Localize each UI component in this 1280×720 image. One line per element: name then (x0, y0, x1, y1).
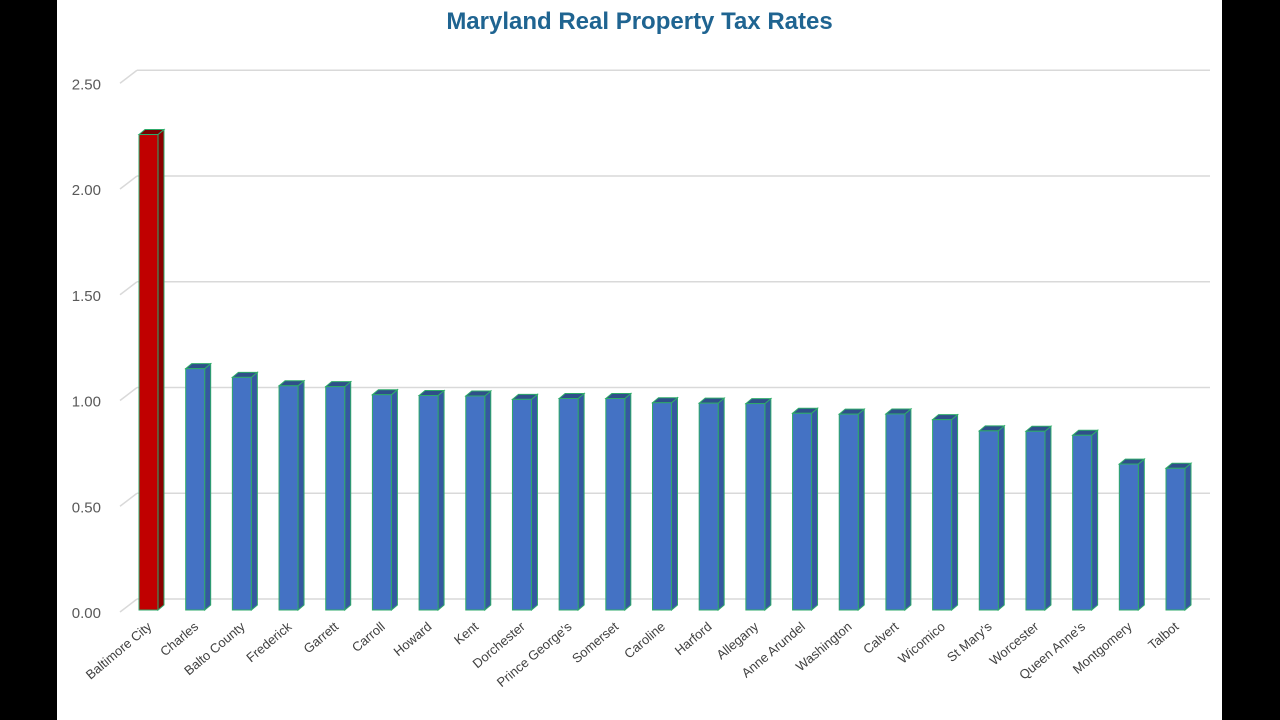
bar-side (530, 393, 538, 612)
bar-front (558, 398, 579, 611)
bar-side (1044, 425, 1052, 612)
bar-anne-arundel (791, 407, 819, 612)
bar-front (745, 403, 766, 611)
bar-balto-county (230, 371, 259, 612)
bar-prince-george-s (557, 392, 586, 612)
bar-front (465, 395, 486, 611)
bar-talbot (1164, 462, 1193, 612)
y-tick-label: 0.50 (72, 499, 101, 516)
bar-front (885, 413, 906, 611)
bar-side (344, 380, 352, 612)
x-tick-label: Somerset (569, 619, 622, 666)
y-tick-label: 1.00 (72, 394, 101, 411)
x-tick-label: Calvert (860, 619, 901, 657)
x-tick-label: Caroline (621, 619, 668, 662)
bar-harford (697, 397, 726, 612)
bar-side (997, 424, 1005, 612)
bar-front (978, 430, 999, 611)
bar-side (1184, 462, 1192, 612)
x-tick-label: Baltimore City (83, 618, 155, 682)
bar-somerset (604, 392, 633, 612)
bar-front (838, 413, 859, 611)
x-tick-label: Charles (157, 618, 201, 659)
bar-howard (417, 389, 446, 612)
bar-side (717, 397, 725, 612)
bar-side (1091, 429, 1099, 612)
bar-side (157, 128, 165, 612)
x-tick-label: Wicomico (895, 619, 948, 667)
bar-front (371, 394, 392, 611)
gridline-depth (119, 492, 138, 507)
bar-allegany (744, 397, 773, 612)
bar-front (185, 368, 206, 611)
bar-st-mary-s (977, 424, 1006, 612)
chart-title: Maryland Real Property Tax Rates (446, 8, 833, 35)
bar-side (577, 392, 585, 612)
gridline-depth (119, 386, 138, 402)
bar-queen-anne-s (1071, 429, 1100, 612)
x-tick-label: Garrett (301, 619, 342, 657)
bar-front (605, 398, 626, 611)
bar-front (652, 402, 672, 611)
x-tick-label: Harford (672, 619, 715, 658)
bar-front (932, 419, 953, 611)
bar-montgomery (1117, 457, 1146, 612)
gridline-depth (119, 598, 138, 613)
bar-side (484, 389, 492, 612)
bar-side (1137, 457, 1145, 612)
bar-side (250, 371, 258, 612)
bar-front (792, 412, 813, 611)
y-tick-label: 0.00 (72, 605, 101, 622)
bar-side (671, 396, 678, 612)
bar-front (698, 402, 719, 611)
bar-side (297, 379, 305, 612)
gridline-depth (119, 69, 138, 84)
y-tick-label: 2.50 (72, 76, 101, 93)
bar-front (1025, 430, 1046, 611)
bar-side (204, 362, 212, 612)
bar-charles (184, 362, 213, 612)
bar-frederick (277, 379, 306, 612)
x-tick-label: Talbot (1145, 619, 1182, 653)
bar-side (390, 388, 398, 612)
bar-wicomico (931, 413, 959, 612)
bar-carroll (371, 388, 399, 612)
bar-worcester (1024, 425, 1053, 612)
bar-front (1165, 467, 1186, 611)
x-tick-label: Howard (391, 619, 435, 659)
bar-front (278, 385, 299, 611)
bar-front (511, 398, 532, 611)
bar-calvert (884, 407, 913, 612)
bar-side (951, 413, 959, 612)
bar-front (231, 376, 252, 611)
y-tick-label: 2.00 (72, 182, 101, 199)
x-tick-label: Carroll (349, 619, 388, 655)
bar-side (904, 407, 912, 612)
bar-front (325, 386, 346, 611)
x-tick-label: Frederick (243, 618, 295, 665)
bar-dorchester (511, 393, 539, 612)
bar-front (1072, 434, 1093, 611)
bar-front (138, 134, 159, 611)
gridline-depth (119, 281, 138, 296)
bar-washington (837, 408, 866, 612)
bar-front (1118, 463, 1139, 611)
bar-side (624, 392, 632, 612)
bar-front (418, 395, 439, 611)
gridline-depth (119, 175, 138, 190)
y-tick-label: 1.50 (72, 288, 101, 305)
bar-side (764, 397, 772, 612)
bar-caroline (651, 396, 679, 612)
bar-baltimore-city (137, 128, 166, 612)
bar-kent (464, 389, 493, 612)
bar-side (437, 389, 445, 612)
bar-side (857, 408, 865, 612)
x-tick-label: Kent (451, 619, 481, 648)
bar-garrett (324, 380, 353, 612)
bar-side (811, 407, 819, 612)
